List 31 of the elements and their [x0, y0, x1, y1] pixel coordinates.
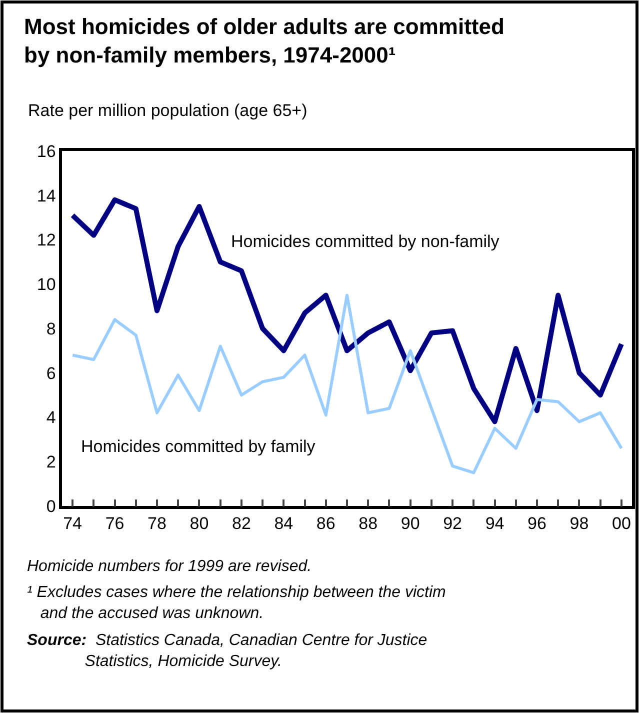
series-label: Homicides committed by non-family: [231, 232, 500, 251]
x-tick-label: 96: [528, 514, 546, 534]
x-tick-label: 98: [570, 514, 589, 534]
x-tick-label: 94: [485, 514, 504, 534]
chart-title: Most homicides of older adults are committed by non-family members, 1974-2000¹: [24, 14, 504, 68]
x-tick-label: 86: [316, 514, 336, 534]
series-label: Homicides committed by family: [81, 437, 316, 456]
y-tick-label: 10: [36, 275, 56, 294]
text: ¹ Excludes cases where the relationship between the victim and the accused was unknown.: [27, 584, 446, 622]
x-tick-label: 88: [358, 514, 378, 534]
x-tick-label: 82: [232, 514, 251, 534]
y-tick-label: 16: [36, 142, 56, 161]
y-tick-label: 4: [46, 408, 56, 428]
x-tick-label: 90: [400, 514, 420, 534]
y-tick-label: 8: [46, 319, 56, 338]
x-tick-label: 74: [63, 514, 82, 534]
text: Homicide numbers for 1999 are revised.: [27, 558, 312, 575]
x-tick-label: 80: [190, 514, 209, 534]
y-tick-label: 12: [36, 230, 56, 250]
x-tick-label: 84: [274, 514, 294, 534]
line-series: [71, 294, 623, 474]
x-tick-label: 78: [148, 514, 166, 534]
x-tick-label: 00: [612, 514, 631, 534]
y-tick-label: 2: [46, 452, 56, 472]
source-note: Source: Statistics Canada, Canadian Centre for Justice Statistics, Homicide Survey.: [27, 632, 428, 670]
x-tick-label: 76: [105, 514, 124, 534]
y-tick-label: 0: [46, 496, 56, 516]
x-tick-label: 92: [443, 514, 462, 534]
y-tick-label: 14: [36, 186, 56, 206]
y-tick-label: 6: [46, 364, 56, 383]
chart-subtitle: Rate per million population (age 65+): [28, 101, 308, 120]
